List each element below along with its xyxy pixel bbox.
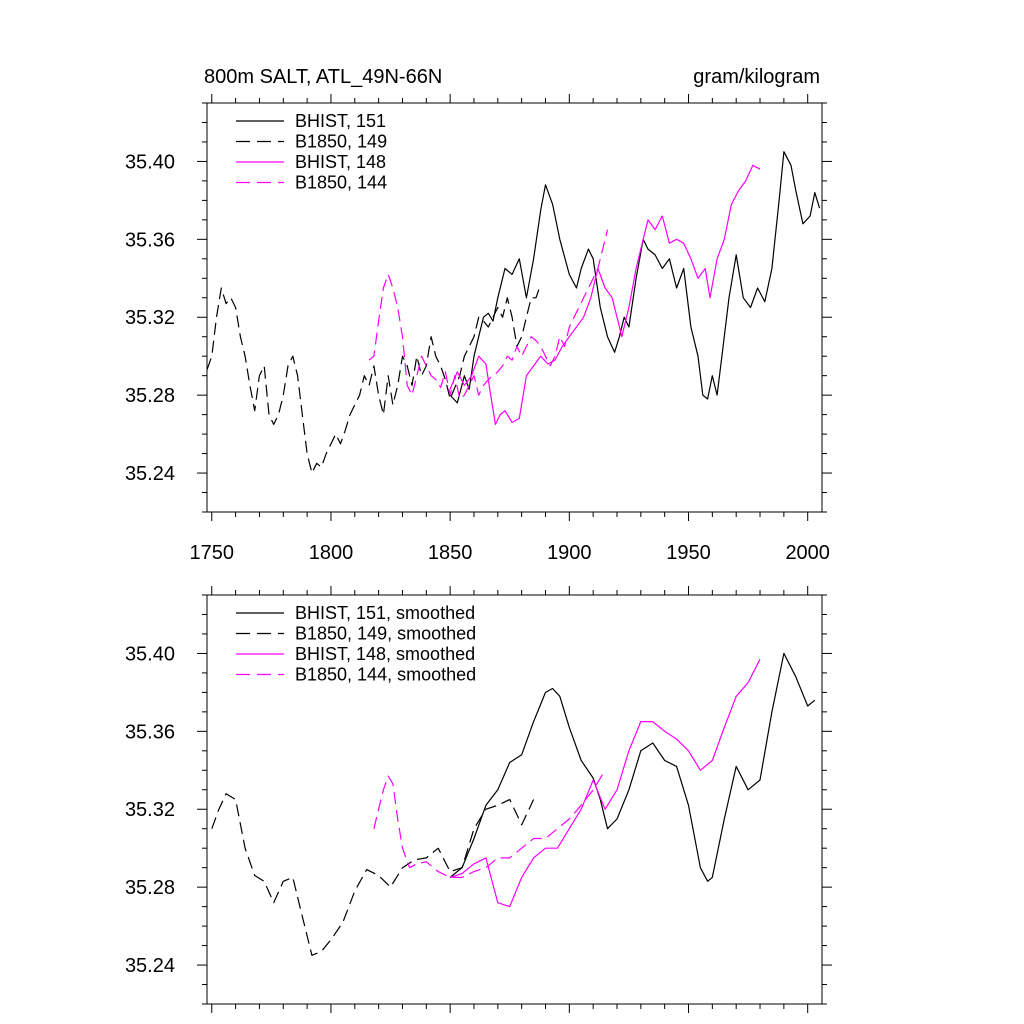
plot-frame-smoothed [206, 594, 823, 1005]
series-line-smoothed-0 [449, 652, 816, 882]
legend-label-raw-2: BHIST, 148 [295, 152, 386, 172]
series-line-raw-1 [206, 283, 542, 474]
plot-area-raw: 1750 1800 1850 1900 1950 2000 35.24 35.28 35.32 3… [125, 94, 832, 564]
x-tick-label-raw: 1950 [666, 542, 711, 564]
legend-label-smoothed-1: B1850, 149, smoothed [295, 624, 476, 644]
series-line-smoothed-3 [373, 769, 606, 879]
x-tick-label-raw: 1800 [309, 542, 354, 564]
y-tick-label-smoothed: 35.40 [125, 643, 175, 665]
x-tick-label-raw: 1850 [428, 542, 473, 564]
y-tick-label-raw: 35.32 [125, 307, 175, 329]
chart-title-left: 800m SALT, ATL_49N-66N [204, 66, 442, 88]
series-line-smoothed-2 [449, 659, 761, 908]
y-tick-label-raw: 35.24 [125, 463, 175, 485]
legend-label-raw-3: B1850, 144 [295, 173, 387, 193]
series-line-smoothed-1 [211, 793, 535, 956]
legend-label-smoothed-2: BHIST, 148, smoothed [295, 644, 475, 664]
legend-label-smoothed-0: BHIST, 151, smoothed [295, 603, 475, 623]
x-tick-label-raw: 1900 [547, 542, 592, 564]
y-tick-label-raw: 35.36 [125, 229, 175, 251]
y-tick-label-smoothed: 35.24 [125, 955, 175, 977]
y-tick-label-smoothed: 35.28 [125, 877, 175, 899]
plot-frame-raw [206, 102, 823, 513]
legend-label-raw-1: B1850, 149 [295, 132, 387, 152]
series-line-raw-0 [449, 151, 821, 404]
series-line-raw-2 [449, 164, 761, 425]
legend-label-smoothed-3: B1850, 144, smoothed [295, 665, 476, 685]
y-tick-label-raw: 35.28 [125, 385, 175, 407]
panel-smoothed: 35.24 35.28 35.32 35.36 35.40 BHIST, 151, smo… [125, 586, 832, 1013]
y-tick-label-smoothed: 35.36 [125, 721, 175, 743]
y-tick-label-raw: 35.40 [125, 151, 175, 173]
chart-units-label: gram/kilogram [693, 66, 820, 88]
legend-label-raw-0: BHIST, 151 [295, 111, 386, 131]
panel-raw: 800m SALT, ATL_49N-66N gram/kilogram 175… [125, 66, 832, 564]
series-line-raw-3 [368, 229, 609, 400]
x-tick-label-raw: 2000 [785, 542, 830, 564]
x-tick-label-raw: 1750 [190, 542, 235, 564]
plot-area-smoothed: 35.24 35.28 35.32 35.36 35.40 BHIST, 151, smo… [125, 586, 832, 1013]
y-tick-label-smoothed: 35.32 [125, 799, 175, 821]
